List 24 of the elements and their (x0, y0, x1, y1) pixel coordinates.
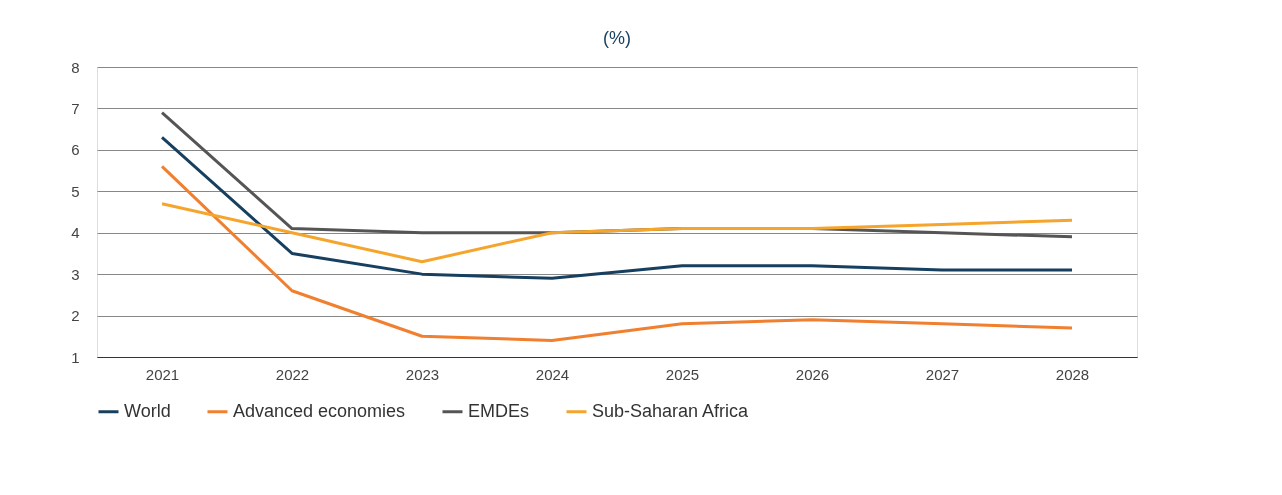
x-tick-label: 2026 (795, 365, 830, 383)
line-series (160, 135, 1074, 280)
x-tick-label: 2025 (665, 365, 700, 383)
y-tick-label: 5 (71, 182, 80, 200)
chart-title: (%) (603, 28, 631, 48)
x-tick-label: 2024 (535, 365, 570, 383)
x-tick-label: 2021 (145, 365, 180, 383)
legend-label: EMDEs (468, 400, 530, 421)
line-series (160, 164, 1074, 342)
y-tick-label: 3 (71, 265, 80, 283)
legend-label: World (124, 400, 171, 421)
y-tick-label: 1 (71, 348, 80, 366)
y-tick-label: 6 (71, 141, 80, 159)
y-tick-label: 4 (71, 224, 80, 242)
y-tick-label: 8 (71, 58, 80, 76)
line-series (160, 202, 1074, 264)
x-tick-label: 2022 (275, 365, 310, 383)
legend-label: Sub-Saharan Africa (592, 400, 750, 421)
x-tick-label: 2028 (1055, 365, 1090, 383)
y-tick-label: 7 (71, 99, 80, 117)
legend-label: Advanced economies (233, 400, 406, 421)
y-tick-label: 2 (71, 307, 80, 325)
x-tick-label: 2023 (405, 365, 440, 383)
x-tick-label: 2027 (925, 365, 960, 383)
